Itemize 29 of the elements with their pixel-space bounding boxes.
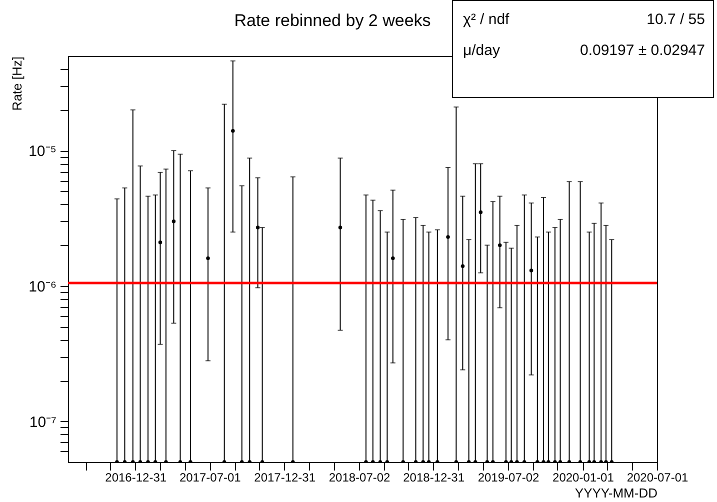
point <box>498 243 502 248</box>
point <box>446 235 450 239</box>
chart-title: Rate rebinned by 2 weeks <box>234 11 431 30</box>
y-tick-label: 10⁻⁶ <box>28 278 56 296</box>
x-axis-title: YYYY-MM-DD <box>574 486 658 500</box>
point <box>338 226 342 230</box>
x-tick-label: 2016-12-31 <box>105 470 167 484</box>
point <box>206 256 210 260</box>
y-tick-label: 10⁻⁵ <box>28 143 56 160</box>
point <box>172 219 176 224</box>
point <box>478 210 483 214</box>
point <box>231 128 235 133</box>
point <box>529 268 534 272</box>
annotation: 0.09197 ± 0.02947 <box>580 42 705 59</box>
x-tick-label: 2018-07-02 <box>328 470 391 484</box>
point <box>256 226 260 230</box>
point <box>158 240 162 244</box>
point <box>391 256 395 260</box>
y-axis-title: Rate [Hz] <box>10 56 25 111</box>
stats-box: χ² / ndf 10.7 / 55 μ/day 0.09197 ± 0.02947 <box>452 0 714 98</box>
annotation: μ/day <box>463 42 500 59</box>
x-tick-label: 2020-07-01 <box>626 470 689 484</box>
x-tick-label: 2019-07-02 <box>478 470 540 484</box>
x-tick-label: 2017-12-31 <box>254 470 316 484</box>
x-tick-label: 2018-12-31 <box>403 470 465 484</box>
y-tick-label: 10⁻⁷ <box>29 414 56 431</box>
point <box>460 264 465 268</box>
x-tick-label: 2020-01-01 <box>552 470 614 484</box>
x-tick-label: 2017-07-01 <box>179 470 242 484</box>
